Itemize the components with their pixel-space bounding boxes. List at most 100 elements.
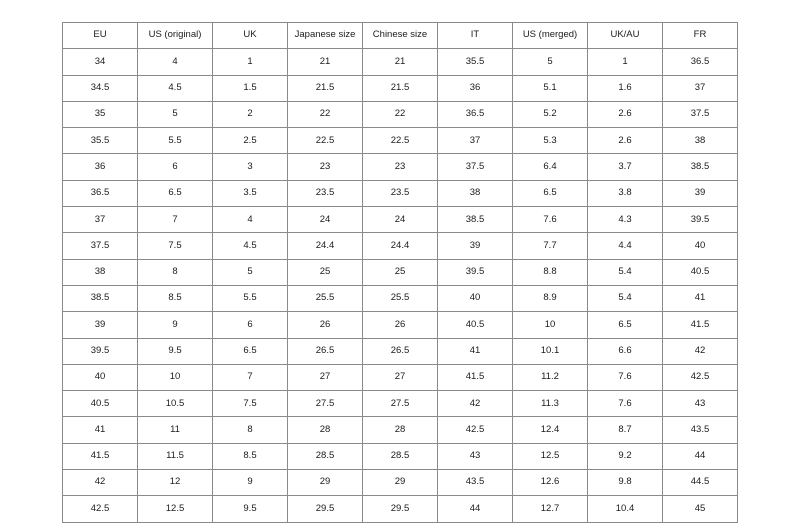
table-cell: 2.5 xyxy=(212,127,288,155)
table-cell: 44 xyxy=(662,442,738,471)
table-cell: 44 xyxy=(437,495,513,523)
table-cell: 10.5 xyxy=(137,390,213,418)
table-cell: 37.5 xyxy=(662,100,738,129)
table-cell: 22.5 xyxy=(287,127,363,155)
table-cell: 38 xyxy=(662,127,738,155)
table-cell: 23.5 xyxy=(287,179,363,208)
table-cell: 25.5 xyxy=(362,284,438,313)
table-cell: 38.5 xyxy=(662,153,738,181)
table-cell: 36.5 xyxy=(62,179,138,208)
table-cell: 4 xyxy=(212,206,288,234)
table-cell: 9 xyxy=(137,311,213,339)
table-cell: 43.5 xyxy=(662,416,738,444)
table-cell: 34.5 xyxy=(62,74,138,102)
table-row: 38.5 8.5 5.5 25.5 25.5 40 8.9 5.4 41 xyxy=(62,284,738,313)
table-cell: 5 xyxy=(512,48,588,76)
table-cell: 11.3 xyxy=(512,390,588,418)
table-cell: 39 xyxy=(662,179,738,208)
table-cell: 37 xyxy=(437,127,513,155)
column-header: UK/AU xyxy=(587,21,663,50)
table-cell: 42.5 xyxy=(62,495,138,523)
column-header: EU xyxy=(62,21,138,50)
table-cell: 10 xyxy=(137,363,213,392)
table-cell: 8 xyxy=(137,258,213,286)
column-header: US (merged) xyxy=(512,21,588,50)
table-cell: 29.5 xyxy=(287,495,363,523)
table-cell: 28 xyxy=(287,416,363,444)
table-cell: 7 xyxy=(137,206,213,234)
table-cell: 34 xyxy=(62,48,138,76)
table-cell: 41 xyxy=(437,337,513,365)
table-cell: 37 xyxy=(662,74,738,102)
table-cell: 24.4 xyxy=(362,232,438,260)
table-cell: 36.5 xyxy=(662,48,738,76)
table-cell: 37.5 xyxy=(437,153,513,181)
table-cell: 25.5 xyxy=(287,284,363,313)
table-cell: 12.7 xyxy=(512,495,588,523)
table-cell: 39.5 xyxy=(437,258,513,286)
table-cell: 36 xyxy=(437,74,513,102)
table-cell: 27.5 xyxy=(287,390,363,418)
table-cell: 6.4 xyxy=(512,153,588,181)
column-header: Japanese size xyxy=(287,21,363,50)
table-cell: 25 xyxy=(362,258,438,286)
table-cell: 24 xyxy=(362,206,438,234)
table-cell: 29 xyxy=(362,469,438,497)
table-cell: 7.6 xyxy=(587,363,663,392)
table-cell: 43 xyxy=(437,442,513,471)
table-cell: 6.5 xyxy=(212,337,288,365)
table-cell: 11.5 xyxy=(137,442,213,471)
table-cell: 3.8 xyxy=(587,179,663,208)
size-conversion-chart: EU US (original) UK Japanese size Chinese si… xyxy=(62,21,738,523)
table-cell: 3 xyxy=(212,153,288,181)
table-cell: 41.5 xyxy=(662,311,738,339)
table-body: 34 4 1 21 21 35.5 5 1 36.5 34.5 4.5 1.5 21.5 21.5 36 5.… xyxy=(62,48,738,523)
table-cell: 22 xyxy=(287,100,363,129)
column-header: Chinese size xyxy=(362,21,438,50)
table-cell: 24 xyxy=(287,206,363,234)
table-cell: 11.2 xyxy=(512,363,588,392)
table-cell: 6.5 xyxy=(137,179,213,208)
table-cell: 9.2 xyxy=(587,442,663,471)
table-cell: 8 xyxy=(212,416,288,444)
table-row: 41 11 8 28 28 42.5 12.4 8.7 43.5 xyxy=(62,416,738,444)
table-cell: 7 xyxy=(212,363,288,392)
table-cell: 1.5 xyxy=(212,74,288,102)
table-cell: 40 xyxy=(62,363,138,392)
table-cell: 27 xyxy=(362,363,438,392)
table-row: 41.5 11.5 8.5 28.5 28.5 43 12.5 9.2 44 xyxy=(62,442,738,471)
table-cell: 9.8 xyxy=(587,469,663,497)
table-cell: 21.5 xyxy=(362,74,438,102)
table-cell: 9 xyxy=(212,469,288,497)
table-cell: 36 xyxy=(62,153,138,181)
table-cell: 23 xyxy=(287,153,363,181)
table-cell: 24.4 xyxy=(287,232,363,260)
table-cell: 39.5 xyxy=(662,206,738,234)
table-row: 42.5 12.5 9.5 29.5 29.5 44 12.7 10.4 45 xyxy=(62,495,738,523)
table-cell: 7.5 xyxy=(212,390,288,418)
table-row: 34 4 1 21 21 35.5 5 1 36.5 xyxy=(62,48,738,76)
column-header: US (original) xyxy=(137,21,213,50)
table-cell: 26.5 xyxy=(362,337,438,365)
table-cell: 42.5 xyxy=(437,416,513,444)
table-cell: 41.5 xyxy=(62,442,138,471)
table-header: EU US (original) UK Japanese size Chinese si… xyxy=(62,21,738,50)
table-cell: 45 xyxy=(662,495,738,523)
table-cell: 5.2 xyxy=(512,100,588,129)
table-cell: 29 xyxy=(287,469,363,497)
table-cell: 42 xyxy=(62,469,138,497)
table-cell: 44.5 xyxy=(662,469,738,497)
table-cell: 41 xyxy=(662,284,738,313)
table-cell: 35 xyxy=(62,100,138,129)
table-cell: 37 xyxy=(62,206,138,234)
table-row: 40 10 7 27 27 41.5 11.2 7.6 42.5 xyxy=(62,363,738,392)
table-cell: 26 xyxy=(287,311,363,339)
table-cell: 23 xyxy=(362,153,438,181)
table-cell: 38.5 xyxy=(62,284,138,313)
table-cell: 41 xyxy=(62,416,138,444)
table-cell: 1.6 xyxy=(587,74,663,102)
table-cell: 37.5 xyxy=(62,232,138,260)
table-cell: 1 xyxy=(587,48,663,76)
table-cell: 11 xyxy=(137,416,213,444)
table-row: 35.5 5.5 2.5 22.5 22.5 37 5.3 2.6 38 xyxy=(62,127,738,155)
